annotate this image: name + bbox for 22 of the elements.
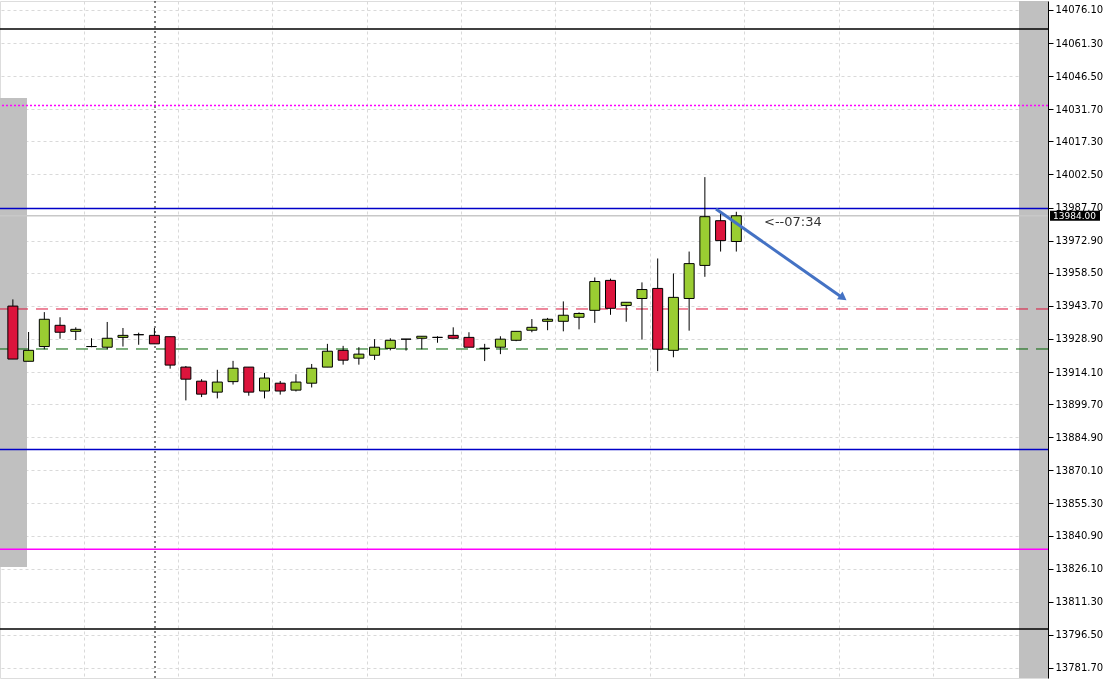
y-tick-label: 14076.10 — [1055, 4, 1104, 16]
y-tick-label: 13943.70 — [1055, 300, 1104, 312]
annotation: <--07:34 — [764, 214, 822, 229]
ref-line-label: 13984.00 — [1053, 210, 1097, 221]
y-tick-label: 13870.10 — [1055, 464, 1104, 476]
y-tick-label: 13914.10 — [1055, 366, 1104, 378]
y-tick-label: 13884.90 — [1055, 431, 1104, 443]
y-tick-label: 13796.50 — [1055, 629, 1104, 641]
y-tick-label: 13972.90 — [1055, 235, 1104, 247]
y-tick-label: 14046.50 — [1055, 70, 1104, 82]
y-tick-label: 14002.50 — [1055, 168, 1104, 180]
y-tick-label: 13826.10 — [1055, 563, 1104, 575]
y-tick-label: 14017.30 — [1055, 135, 1104, 147]
y-tick-label: 14031.70 — [1055, 103, 1104, 115]
y-tick-label: 13855.30 — [1055, 497, 1104, 509]
y-tick-label: 13811.30 — [1055, 596, 1104, 608]
y-tick-label: 13928.90 — [1055, 333, 1104, 345]
y-tick-label: 13899.70 — [1055, 398, 1104, 410]
y-tick-label: 14061.30 — [1055, 37, 1104, 49]
y-tick-label: 13840.90 — [1055, 530, 1104, 542]
y-tick-label: 13781.70 — [1055, 662, 1104, 674]
y-tick-label: 13958.50 — [1055, 267, 1104, 279]
